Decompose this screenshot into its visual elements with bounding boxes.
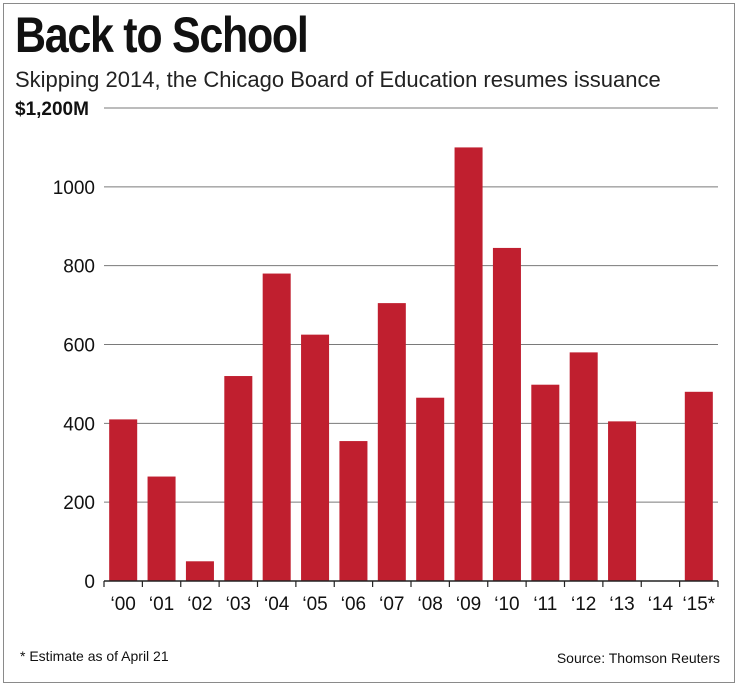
bar: [301, 334, 330, 581]
x-tick-label: ‘04: [264, 594, 290, 615]
bar: [569, 352, 598, 581]
y-tick-label: 200: [63, 493, 95, 514]
bar: [109, 419, 138, 581]
x-tick-label: ‘15*: [682, 594, 715, 615]
y-tick-label: 400: [63, 414, 95, 435]
x-tick-label: ‘08: [418, 594, 443, 615]
bar: [416, 397, 445, 581]
bar: [224, 376, 253, 581]
x-tick-label: ‘03: [226, 594, 251, 615]
x-tick-label: ‘12: [571, 594, 596, 615]
bar: [531, 384, 560, 581]
y-tick-label: 0: [84, 572, 95, 593]
x-tick-label: ‘13: [609, 594, 634, 615]
bar: [339, 441, 368, 581]
bar: [147, 476, 176, 581]
x-tick-label: ‘06: [341, 594, 366, 615]
x-tick-label: ‘09: [456, 594, 481, 615]
bar: [684, 391, 713, 581]
x-tick-label: ‘05: [302, 594, 327, 615]
source-note: Source: Thomson Reuters: [556, 650, 720, 666]
bar: [377, 303, 406, 581]
y-tick-label: 800: [63, 257, 95, 278]
chart-subtitle: Skipping 2014, the Chicago Board of Educ…: [15, 67, 661, 92]
x-tick-label: ‘14: [648, 594, 674, 615]
bar: [185, 561, 214, 581]
y-tick-label: 1000: [53, 178, 95, 199]
x-tick-label: ‘01: [149, 594, 174, 615]
chart-title: Back to School: [15, 7, 309, 63]
x-tick-label: ‘11: [533, 594, 557, 615]
x-tick-label: ‘00: [111, 594, 136, 615]
bar: [608, 421, 637, 581]
bar: [262, 273, 291, 581]
bar: [492, 247, 521, 581]
bar: [454, 147, 483, 581]
footnote: * Estimate as of April 21: [20, 648, 169, 664]
x-tick-label: ‘10: [494, 594, 519, 615]
x-tick-label: ‘02: [187, 594, 212, 615]
y-tick-label: 600: [63, 336, 95, 357]
y-tick-label-top: $1,200M: [15, 99, 89, 120]
x-tick-label: ‘07: [379, 594, 404, 615]
